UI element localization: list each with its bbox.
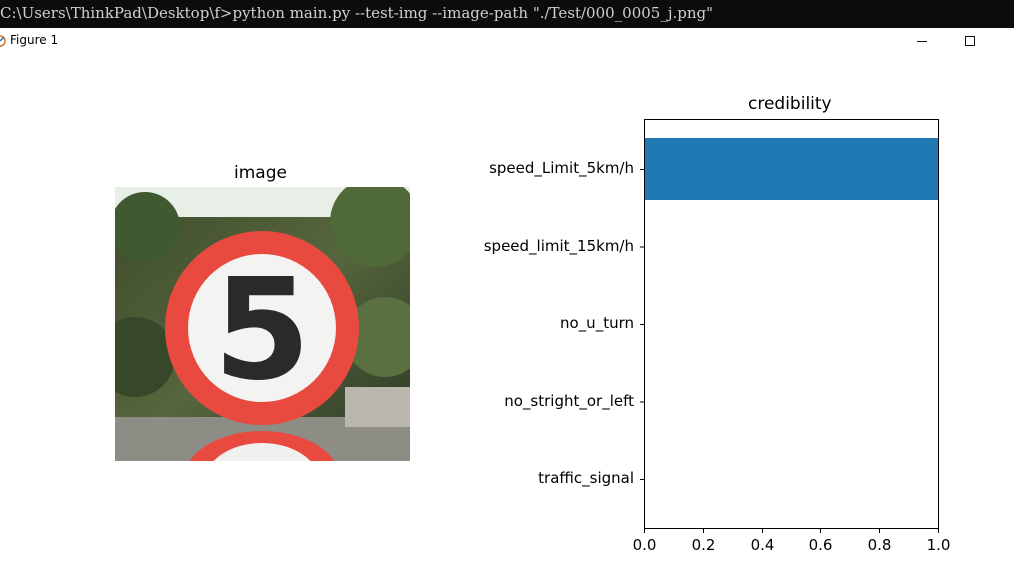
speed-limit-sign-photo: 5 bbox=[115, 187, 410, 461]
console-window: C:\Users\ThinkPad\Desktop\f>python main.… bbox=[0, 0, 1014, 28]
console-command: C:\Users\ThinkPad\Desktop\f>python main.… bbox=[0, 4, 714, 22]
maximize-icon bbox=[965, 36, 975, 46]
x-tick-label-0: 0.0 bbox=[632, 536, 657, 554]
y-tick-label-0: speed_Limit_5km/h bbox=[489, 159, 634, 177]
matplotlib-icon bbox=[0, 35, 6, 47]
image-panel-title: image bbox=[234, 163, 287, 183]
x-tick-label-2: 0.4 bbox=[750, 536, 775, 554]
svg-text:5: 5 bbox=[213, 249, 310, 412]
minimize-button[interactable] bbox=[898, 28, 944, 54]
chart-title: credibility bbox=[748, 94, 832, 114]
maximize-button[interactable] bbox=[946, 28, 992, 54]
y-tick-label-1: speed_limit_15km/h bbox=[483, 236, 634, 255]
window-title: Figure 1 bbox=[10, 33, 59, 47]
y-tick-label-3: no_stright_or_left bbox=[504, 391, 634, 410]
x-tick-label-1: 0.2 bbox=[691, 536, 716, 554]
x-tick-label-4: 0.8 bbox=[867, 536, 892, 554]
minimize-icon bbox=[917, 41, 927, 42]
bar-0 bbox=[644, 138, 938, 200]
chart-axes-frame bbox=[644, 119, 939, 529]
y-tick-label-4: traffic_signal bbox=[538, 469, 634, 487]
figure-title-bar: Figure 1 bbox=[0, 28, 1014, 54]
y-tick-label-2: no_u_turn bbox=[560, 314, 634, 332]
x-tick-label-3: 0.6 bbox=[808, 536, 833, 554]
x-tick-label-5: 1.0 bbox=[926, 536, 951, 554]
